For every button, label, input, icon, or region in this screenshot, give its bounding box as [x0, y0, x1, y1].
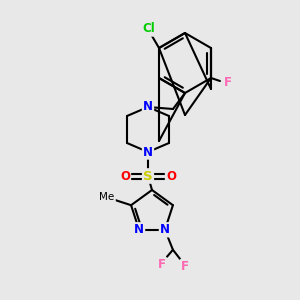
- Text: N: N: [134, 223, 144, 236]
- Text: N: N: [160, 223, 170, 236]
- Text: S: S: [143, 169, 153, 182]
- Text: O: O: [120, 169, 130, 182]
- Text: Cl: Cl: [142, 22, 155, 35]
- Text: F: F: [181, 260, 189, 273]
- Text: N: N: [143, 100, 153, 113]
- Text: N: N: [143, 146, 153, 158]
- Text: F: F: [224, 76, 232, 88]
- Text: F: F: [158, 258, 166, 271]
- Text: O: O: [166, 169, 176, 182]
- Text: Me: Me: [100, 192, 115, 203]
